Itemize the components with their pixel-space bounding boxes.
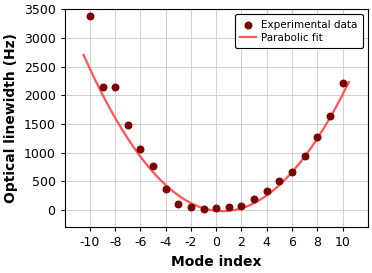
Legend: Experimental data, Parabolic fit: Experimental data, Parabolic fit bbox=[235, 14, 363, 48]
Line: Parabolic fit: Parabolic fit bbox=[84, 55, 349, 211]
Experimental data bbox=[327, 114, 333, 119]
Experimental data bbox=[264, 188, 270, 193]
Experimental data bbox=[289, 170, 295, 174]
Experimental data bbox=[100, 84, 106, 89]
Experimental data bbox=[226, 205, 232, 209]
Experimental data bbox=[314, 135, 320, 139]
Experimental data bbox=[302, 153, 308, 158]
Parabolic fit bbox=[225, 209, 230, 213]
Parabolic fit bbox=[347, 81, 351, 84]
Experimental data bbox=[87, 14, 93, 18]
Y-axis label: Optical linewidth (Hz): Optical linewidth (Hz) bbox=[4, 33, 18, 203]
Experimental data bbox=[137, 147, 143, 152]
Experimental data bbox=[340, 81, 346, 85]
Parabolic fit bbox=[341, 92, 345, 95]
Experimental data bbox=[276, 179, 282, 183]
Experimental data bbox=[201, 207, 206, 211]
Experimental data bbox=[125, 123, 131, 127]
Experimental data bbox=[163, 187, 169, 192]
Experimental data bbox=[150, 164, 156, 169]
X-axis label: Mode index: Mode index bbox=[171, 255, 262, 269]
Parabolic fit bbox=[299, 159, 304, 162]
Parabolic fit bbox=[81, 53, 86, 57]
Parabolic fit bbox=[220, 210, 225, 213]
Parabolic fit bbox=[240, 206, 244, 210]
Experimental data bbox=[251, 196, 257, 201]
Experimental data bbox=[188, 205, 194, 209]
Experimental data bbox=[238, 204, 244, 208]
Experimental data bbox=[175, 201, 181, 206]
Experimental data bbox=[213, 206, 219, 210]
Parabolic fit bbox=[207, 208, 212, 212]
Parabolic fit bbox=[209, 209, 214, 212]
Experimental data bbox=[112, 84, 118, 89]
